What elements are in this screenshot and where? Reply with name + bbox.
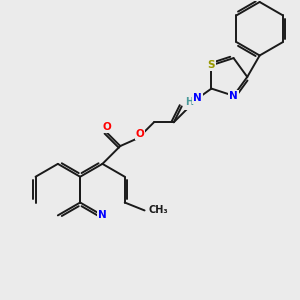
Text: H: H <box>186 98 194 107</box>
Text: O: O <box>136 129 145 139</box>
Text: S: S <box>208 60 215 70</box>
Text: N: N <box>229 91 238 101</box>
Text: N: N <box>98 210 107 220</box>
Text: O: O <box>102 122 111 132</box>
Text: CH₃: CH₃ <box>148 206 168 215</box>
Text: N: N <box>193 94 202 103</box>
Text: O: O <box>184 99 193 110</box>
